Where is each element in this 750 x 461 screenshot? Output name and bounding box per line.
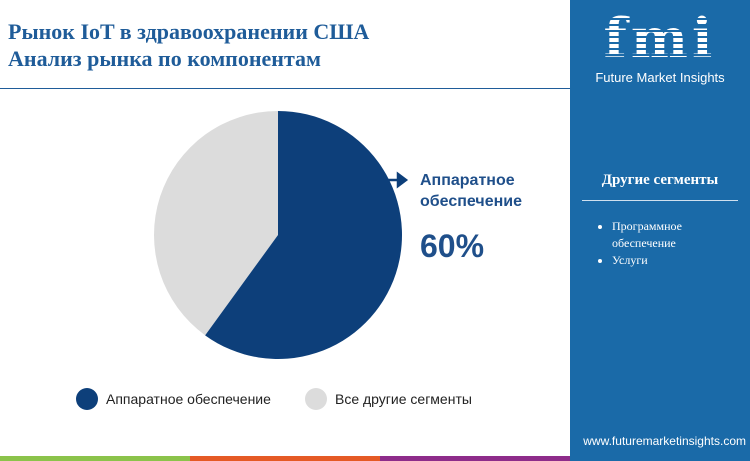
fmi-logo: fmi Future Market Insights — [570, 8, 750, 85]
callout-arrow-icon — [388, 171, 409, 189]
legend-label: Аппаратное обеспечение — [106, 391, 271, 407]
accent-bar-green — [0, 456, 190, 461]
title-line-2: Анализ рынка по компонентам — [8, 46, 322, 71]
callout-value: 60% — [420, 228, 485, 264]
pie-slice-1 — [153, 111, 278, 336]
chart-title: Рынок IoT в здравоохранении США Анализ р… — [8, 18, 369, 72]
side-panel: fmi Future Market Insights Другие сегмент… — [570, 0, 750, 461]
other-segments-title: Другие сегменты — [601, 172, 719, 188]
list-item: Услуги — [612, 252, 742, 269]
title-divider — [0, 88, 570, 89]
pie-chart — [153, 111, 409, 359]
legend-swatch — [305, 388, 327, 410]
other-segments-list: Программное обеспечение Услуги — [592, 218, 742, 269]
logo-mark: fmi — [570, 8, 750, 68]
title-line-1: Рынок IoT в здравоохранении США — [8, 19, 370, 44]
accent-bar-orange — [190, 456, 380, 461]
legend-item-others: Все другие сегменты — [305, 388, 472, 410]
accent-bar-purple — [380, 456, 570, 461]
pie-slice-0 — [205, 111, 402, 359]
legend-label: Все другие сегменты — [335, 391, 472, 407]
callout-label: Аппаратное обеспечение — [420, 172, 522, 210]
logo-text: Future Market Insights — [595, 70, 725, 85]
legend-item-hardware: Аппаратное обеспечение — [76, 388, 271, 410]
legend-swatch — [76, 388, 98, 410]
website-link[interactable]: www.futuremarketinsights.com — [583, 434, 746, 448]
divider — [582, 200, 738, 201]
list-item: Программное обеспечение — [612, 218, 742, 252]
